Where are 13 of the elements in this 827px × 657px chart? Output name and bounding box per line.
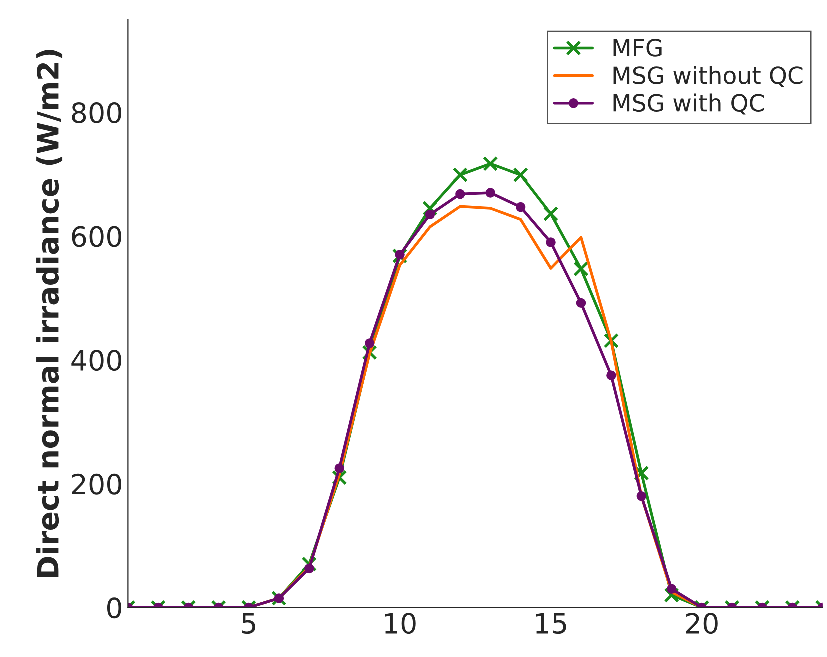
legend-label: MSG without QC: [614, 66, 803, 88]
x-tick-label: 20: [686, 613, 718, 634]
y-tick-label: 400: [72, 350, 122, 372]
y-tick-label: 800: [72, 102, 122, 124]
y-tick-label: 600: [72, 226, 122, 248]
y-tick-label: 0: [107, 598, 122, 619]
x-tick-label: 10: [385, 613, 416, 634]
y-axis-title: Direct normal irradiance (W/m2): [36, 50, 63, 578]
x-tick-label: 5: [242, 613, 256, 634]
legend-label: MFG: [614, 39, 662, 57]
y-tick-label: 200: [72, 474, 122, 495]
legend-label: MSG with QC: [614, 94, 764, 115]
x-tick-label: 15: [536, 613, 566, 634]
